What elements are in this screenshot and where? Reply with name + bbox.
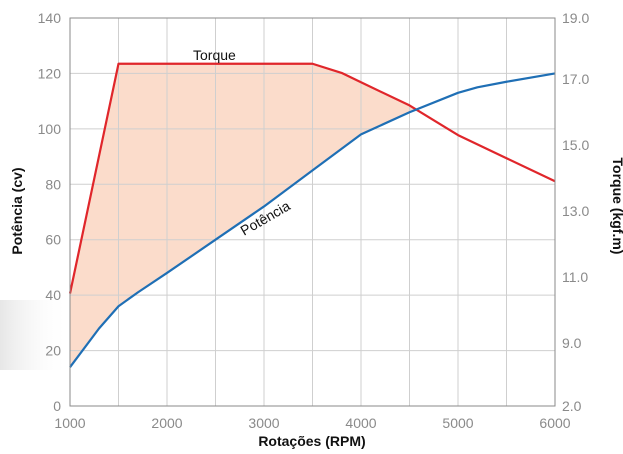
y-tick-label-right: 19.0 — [562, 10, 589, 26]
x-tick-label: 5000 — [442, 415, 473, 431]
x-tick-label: 3000 — [248, 415, 279, 431]
axis-layer: 0 20 40 60 80 100 120 140 1000 2000 3000 4000 5000 60… — [38, 10, 590, 431]
y-tick-label-right: 11.0 — [562, 269, 588, 285]
left-fade-band — [0, 300, 70, 370]
y-tick-label-left: 140 — [38, 10, 62, 26]
y-tick-label-left: 120 — [38, 65, 62, 81]
series-line-potencia — [69, 72, 556, 368]
y-axis-title-left: Potência (cv) — [9, 167, 25, 254]
fill-between-area — [70, 63, 415, 368]
series-label-torque: Torque — [193, 47, 236, 63]
series-layer — [68, 62, 556, 368]
y-axis-title-right: Torque (kgf.m) — [610, 158, 623, 255]
grid-layer — [69, 17, 556, 407]
y-tick-label-right: 17.0 — [562, 71, 589, 87]
y-tick-label-left: 20 — [45, 343, 61, 359]
x-tick-label: 1000 — [54, 415, 85, 431]
y-tick-label-right: 2.0 — [562, 398, 582, 414]
y-tick-label-left: 60 — [45, 232, 61, 248]
y-tick-label-left: 40 — [45, 287, 61, 303]
fill-layer — [70, 63, 415, 368]
plot-frame — [69, 17, 556, 407]
y-tick-label-left: 80 — [45, 176, 61, 192]
series-line-torque — [68, 62, 556, 294]
y-tick-label-right: 15.0 — [562, 137, 589, 153]
x-axis-title: Rotações (RPM) — [258, 433, 365, 449]
y-tick-label-right: 13.0 — [562, 203, 589, 219]
x-tick-label: 4000 — [345, 415, 376, 431]
y-tick-label-left: 100 — [38, 121, 62, 137]
y-tick-label-left: 0 — [53, 398, 61, 414]
x-tick-label: 2000 — [151, 415, 182, 431]
y-tick-label-right: 9.0 — [562, 335, 582, 351]
x-tick-label: 6000 — [539, 415, 570, 431]
